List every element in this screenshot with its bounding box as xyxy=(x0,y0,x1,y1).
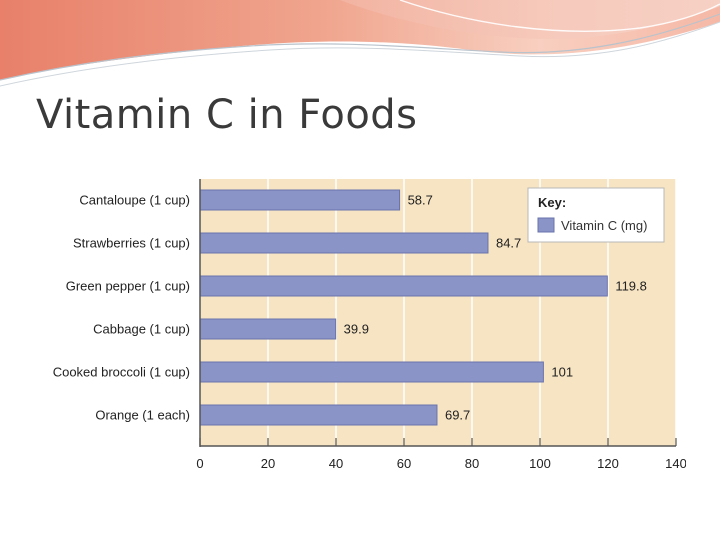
category-label-3: Cabbage (1 cup) xyxy=(93,322,190,337)
x-tick-label-6: 120 xyxy=(597,456,619,471)
value-label-4: 101 xyxy=(551,365,573,380)
legend-swatch xyxy=(537,217,555,233)
legend-title: Key: xyxy=(538,195,566,210)
x-tick-label-2: 40 xyxy=(329,456,343,471)
value-label-0: 58.7 xyxy=(408,193,433,208)
bar-5 xyxy=(199,404,438,426)
x-tick-label-0: 0 xyxy=(196,456,203,471)
category-label-2: Green pepper (1 cup) xyxy=(66,279,190,294)
value-label-1: 84.7 xyxy=(496,236,521,251)
value-label-3: 39.9 xyxy=(344,322,369,337)
header-banner xyxy=(0,0,720,87)
category-label-1: Strawberries (1 cup) xyxy=(73,236,190,251)
bar-4 xyxy=(199,361,544,383)
value-label-2: 119.8 xyxy=(615,279,647,294)
category-label-5: Orange (1 each) xyxy=(95,408,190,423)
x-tick-label-7: 140 xyxy=(665,456,686,471)
bar-0 xyxy=(199,189,401,211)
x-tick-label-3: 60 xyxy=(397,456,411,471)
bar-2 xyxy=(199,275,608,297)
value-label-5: 69.7 xyxy=(445,408,470,423)
bar-3 xyxy=(199,318,337,340)
bar-1 xyxy=(199,232,489,254)
x-tick-label-5: 100 xyxy=(529,456,551,471)
chart-panel: Cantaloupe (1 cup) 58.7 Strawberries (1 cu… xyxy=(34,176,686,472)
category-label-0: Cantaloupe (1 cup) xyxy=(79,193,190,208)
x-tick-label-4: 80 xyxy=(465,456,479,471)
legend-entry: Vitamin C (mg) xyxy=(561,218,647,233)
slide-title: Vitamin C in Foods xyxy=(36,92,418,138)
x-tick-label-1: 20 xyxy=(261,456,275,471)
category-label-4: Cooked broccoli (1 cup) xyxy=(53,365,190,380)
bar-chart: Cantaloupe (1 cup) 58.7 Strawberries (1 cu… xyxy=(53,179,686,471)
legend-box xyxy=(527,187,665,243)
